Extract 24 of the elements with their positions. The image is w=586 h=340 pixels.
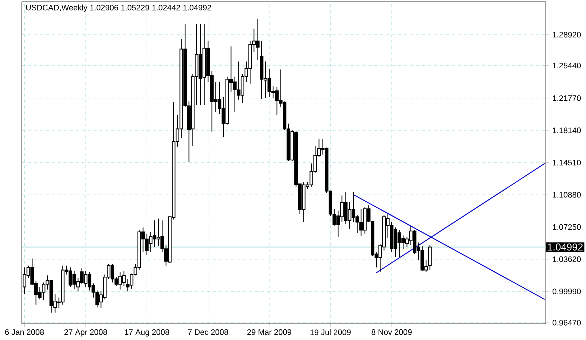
candlestick (68, 267, 72, 288)
candlestick (248, 40, 252, 84)
candlestick (198, 24, 202, 106)
candlestick (149, 232, 153, 253)
candlestick (38, 286, 42, 300)
candlestick (110, 264, 114, 284)
candlestick (156, 218, 160, 247)
candlestick (402, 235, 406, 250)
candlestick (145, 234, 149, 256)
candlestick (80, 268, 84, 285)
candlestick (363, 206, 367, 234)
candlestick (118, 272, 122, 290)
ref-line-label: 1.04992 (548, 244, 583, 251)
candlestick (428, 244, 432, 270)
candlestick (394, 227, 398, 258)
candlestick (413, 230, 417, 255)
candlestick (84, 270, 88, 288)
candlestick (420, 246, 424, 272)
candlestick (72, 270, 76, 290)
candlestick (360, 208, 364, 237)
candlestick (42, 282, 46, 301)
candlestick (348, 202, 352, 230)
candlestick (398, 230, 402, 258)
candlestick (268, 68, 272, 98)
